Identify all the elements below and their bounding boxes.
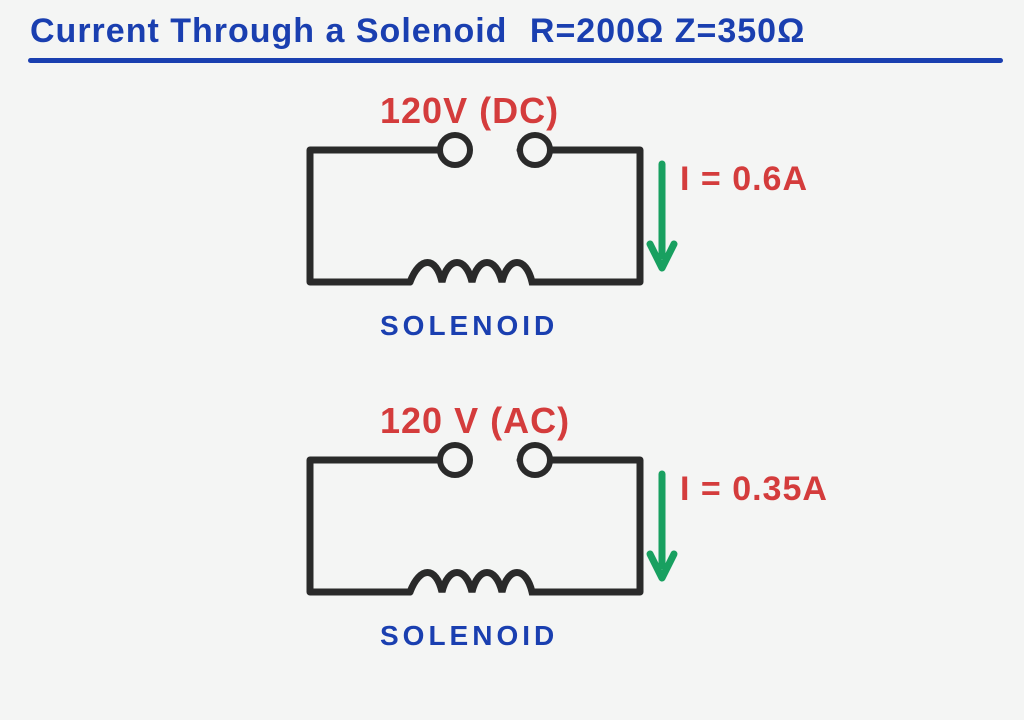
dc-solenoid-icon — [410, 263, 540, 283]
ac-terminal-left — [440, 445, 470, 475]
dc-component-label: SOLENOID — [380, 310, 558, 342]
ac-voltage-label: 120 V (AC) — [380, 400, 570, 442]
title-main: Current Through a Solenoid — [30, 12, 507, 50]
ac-wire-right — [520, 460, 640, 592]
title-underline — [28, 58, 1003, 63]
dc-wire-right — [520, 150, 640, 282]
dc-voltage-label: 120V (DC) — [380, 90, 559, 132]
ac-solenoid-icon — [410, 573, 540, 593]
ac-current-arrow — [642, 466, 682, 596]
dc-current-group: I = 0.6A — [680, 160, 808, 199]
dc-terminal-left — [440, 135, 470, 165]
ac-circuit-schematic — [290, 442, 660, 632]
dc-circuit-schematic — [290, 132, 660, 322]
ac-current-group: I = 0.35A — [680, 470, 828, 509]
ac-component-label: SOLENOID — [380, 620, 558, 652]
title-params: R=200Ω Z=350Ω — [530, 12, 805, 50]
dc-current-arrow — [642, 156, 682, 286]
dc-terminal-right — [520, 135, 550, 165]
ac-terminal-right — [520, 445, 550, 475]
ac-current-label: I = 0.35A — [680, 470, 828, 509]
title-row: Current Through a Solenoid R=200Ω Z=350Ω — [30, 12, 1000, 51]
page-root: Current Through a Solenoid R=200Ω Z=350Ω… — [0, 0, 1024, 720]
dc-current-label: I = 0.6A — [680, 160, 808, 199]
